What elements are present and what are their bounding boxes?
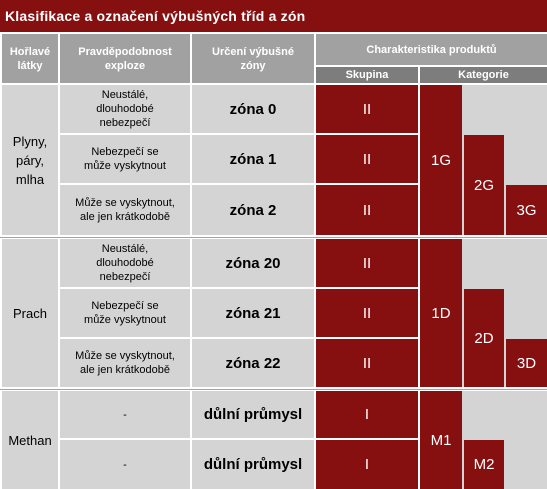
group-row: I <box>316 440 418 489</box>
zone-row: zóna 21 <box>192 289 314 337</box>
category-m1: M1 <box>420 391 462 489</box>
zone-row: zóna 20 <box>192 239 314 287</box>
probability-row: - <box>60 440 190 489</box>
group-row: II <box>316 239 418 287</box>
header-characteristics: Charakteristika produktů <box>316 34 547 65</box>
section-divider <box>0 389 547 390</box>
zone-row: zóna 2 <box>192 185 314 235</box>
group-row: II <box>316 85 418 133</box>
substance-gases: Plyny, páry, mlha <box>2 85 58 235</box>
category-2g: 2G <box>464 135 504 235</box>
category-1g: 1G <box>420 85 462 235</box>
header-probability: Pravděpodobnost exploze <box>60 34 190 83</box>
zone-row: zóna 1 <box>192 135 314 183</box>
substance-dust: Prach <box>2 239 58 387</box>
substance-methane: Methan <box>2 391 58 489</box>
group-row: I <box>316 391 418 438</box>
probability-row: Neustálé, dlouhodobé nebezpečí <box>60 85 190 133</box>
zone-row: důlní průmysl <box>192 391 314 438</box>
probability-row: Může se vyskytnout, ale jen krátkodobě <box>60 185 190 235</box>
header-zone: Určení výbušné zóny <box>192 34 314 83</box>
group-row: II <box>316 185 418 235</box>
zone-row: zóna 22 <box>192 339 314 387</box>
category-2d: 2D <box>464 289 504 387</box>
header-group: Skupina <box>316 67 418 83</box>
zone-row: důlní průmysl <box>192 440 314 489</box>
table-title: Klasifikace a označení výbušných tříd a … <box>0 0 547 32</box>
category-3g: 3G <box>506 185 547 235</box>
category-m2: M2 <box>464 440 504 489</box>
header-category: Kategorie <box>420 67 547 83</box>
probability-row: Může se vyskytnout, ale jen krátkodobě <box>60 339 190 387</box>
zone-row: zóna 0 <box>192 85 314 133</box>
group-row: II <box>316 289 418 337</box>
probability-row: Nebezpečí se může vyskytnout <box>60 289 190 337</box>
group-row: II <box>316 135 418 183</box>
category-3d: 3D <box>506 339 547 387</box>
section-divider <box>0 237 547 238</box>
category-1d: 1D <box>420 239 462 387</box>
probability-row: - <box>60 391 190 438</box>
probability-row: Nebezpečí se může vyskytnout <box>60 135 190 183</box>
header-substances: Hořlavé látky <box>2 34 58 83</box>
group-row: II <box>316 339 418 387</box>
probability-row: Neustálé, dlouhodobé nebezpečí <box>60 239 190 287</box>
